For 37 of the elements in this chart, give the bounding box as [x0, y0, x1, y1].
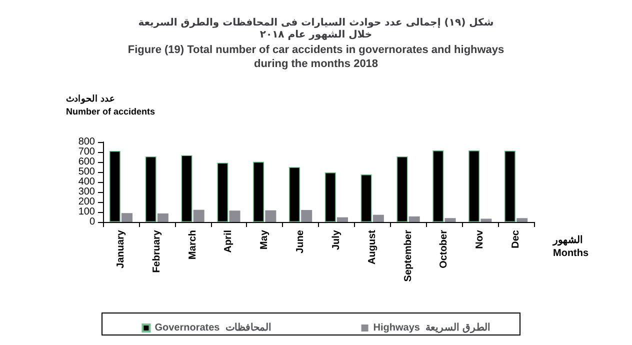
bar: [157, 213, 168, 222]
chart-subtitle: Figure (19) Total number of car accidents in governorates and highways during the months 2018: [128, 44, 504, 70]
y-tick-label: 600: [78, 156, 96, 168]
bar: [480, 218, 492, 222]
legend-label: Governorates المحافظات: [154, 322, 272, 334]
y-tick-label: 200: [78, 196, 96, 208]
bar: [265, 210, 276, 222]
y-tick-label: 800: [78, 136, 96, 148]
x-tick-label: October: [438, 230, 450, 268]
legend-label: Highways الطرق السريعة: [373, 322, 490, 334]
y-tick-label: 100: [78, 206, 96, 218]
bar: [337, 217, 348, 222]
x-tick-label: Dec: [510, 230, 522, 248]
y-tick-label: 0: [89, 216, 96, 228]
y-tick-label: 500: [78, 166, 96, 178]
bar: [301, 210, 312, 222]
x-tick-label: May: [259, 230, 270, 250]
bar: [229, 210, 240, 222]
x-tick-label: August: [366, 229, 378, 264]
x-tick-label: March: [187, 230, 198, 260]
bar: [193, 210, 204, 222]
chart-title: شكل (١٩) إجمالى عدد حوادث السيارات فى المحافظات والطرق السريعة خلال الشهور عام ٢٠١٨: [138, 18, 494, 40]
bar: [516, 218, 528, 222]
bar: [408, 216, 420, 222]
bar: [372, 214, 384, 222]
bar: [122, 213, 133, 222]
x-tick-label: July: [330, 230, 342, 250]
x-tick-label: January: [115, 230, 126, 268]
y-tick-label: 400: [78, 176, 96, 188]
y-tick-label: 700: [78, 146, 96, 158]
x-tick-label: September: [402, 230, 414, 282]
bar: [444, 218, 456, 222]
y-tick-label: 300: [78, 186, 96, 198]
x-tick-label: Nov: [474, 230, 486, 249]
x-tick-label: April: [223, 230, 234, 253]
x-tick-label: June: [295, 230, 306, 254]
x-tick-label: February: [151, 230, 162, 273]
